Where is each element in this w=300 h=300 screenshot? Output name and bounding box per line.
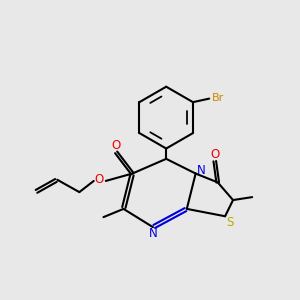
Text: S: S: [226, 216, 234, 229]
Text: O: O: [95, 173, 104, 186]
Text: O: O: [210, 148, 219, 161]
Text: O: O: [112, 140, 121, 152]
Text: N: N: [148, 227, 157, 240]
Text: Br: Br: [212, 93, 224, 103]
Text: N: N: [197, 164, 206, 176]
